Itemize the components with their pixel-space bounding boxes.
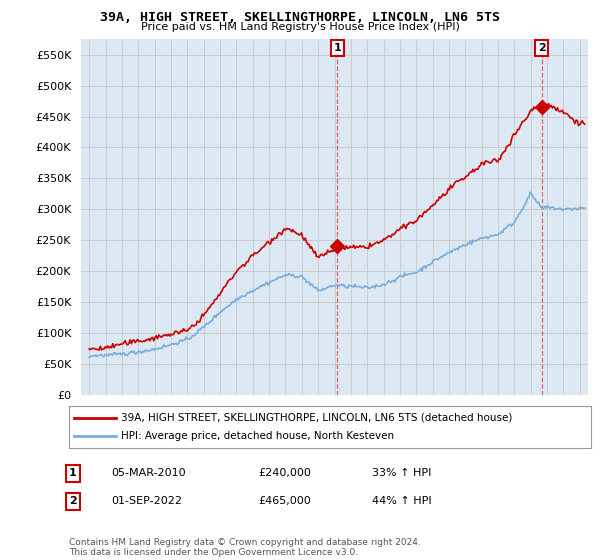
- Text: 2: 2: [538, 43, 545, 53]
- Text: 2: 2: [69, 496, 77, 506]
- Text: 1: 1: [69, 468, 77, 478]
- Text: £240,000: £240,000: [258, 468, 311, 478]
- Text: 33% ↑ HPI: 33% ↑ HPI: [372, 468, 431, 478]
- Text: 44% ↑ HPI: 44% ↑ HPI: [372, 496, 431, 506]
- Text: 39A, HIGH STREET, SKELLINGTHORPE, LINCOLN, LN6 5TS: 39A, HIGH STREET, SKELLINGTHORPE, LINCOL…: [100, 11, 500, 24]
- Text: £465,000: £465,000: [258, 496, 311, 506]
- Text: HPI: Average price, detached house, North Kesteven: HPI: Average price, detached house, Nort…: [121, 431, 394, 441]
- Text: Contains HM Land Registry data © Crown copyright and database right 2024.
This d: Contains HM Land Registry data © Crown c…: [69, 538, 421, 557]
- Text: 01-SEP-2022: 01-SEP-2022: [111, 496, 182, 506]
- Text: 1: 1: [334, 43, 341, 53]
- Text: 39A, HIGH STREET, SKELLINGTHORPE, LINCOLN, LN6 5TS (detached house): 39A, HIGH STREET, SKELLINGTHORPE, LINCOL…: [121, 413, 512, 423]
- Text: Price paid vs. HM Land Registry's House Price Index (HPI): Price paid vs. HM Land Registry's House …: [140, 22, 460, 32]
- Text: 05-MAR-2010: 05-MAR-2010: [111, 468, 185, 478]
